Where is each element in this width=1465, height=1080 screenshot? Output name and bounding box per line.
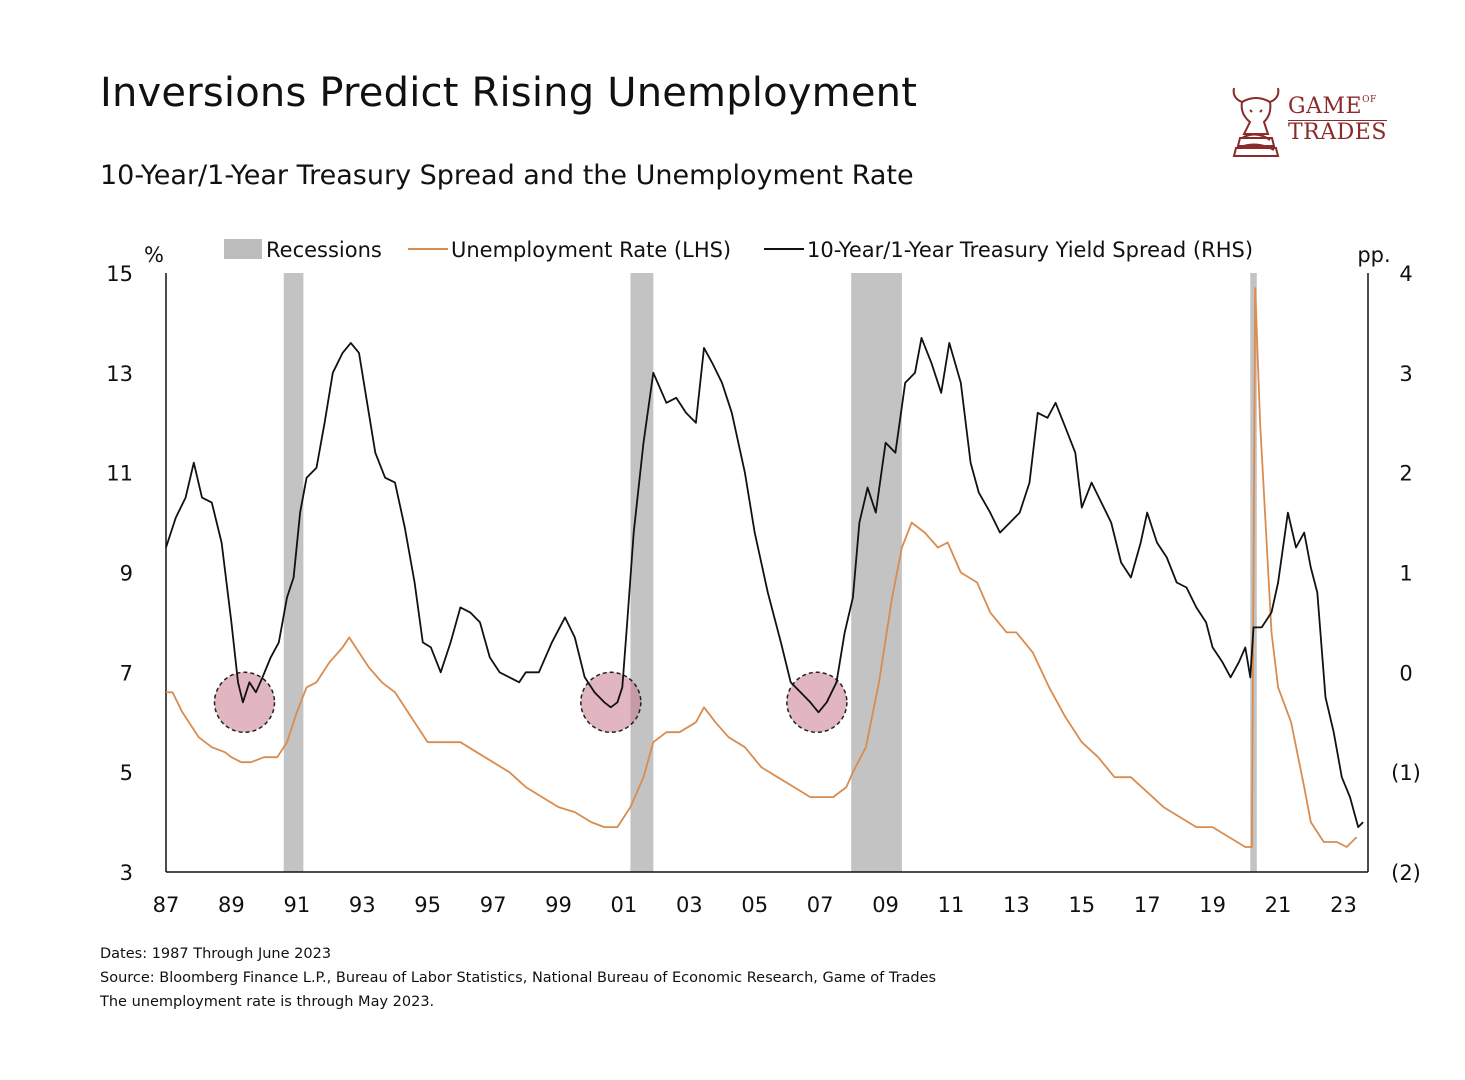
legend: Recessions Unemployment Rate (LHS) 10-Year… [224, 238, 1253, 262]
page-title: Inversions Predict Rising Unemployment [100, 70, 918, 116]
x-tick-label: 91 [283, 893, 310, 917]
y-tick-label-right: 2 [1399, 462, 1412, 486]
inversion-circle-2 [786, 671, 848, 734]
x-tick-label: 99 [545, 893, 572, 917]
y-tick-label-left: 11 [106, 462, 133, 486]
x-tick-label: 19 [1199, 893, 1226, 917]
y-tick-label-right: (2) [1391, 861, 1421, 885]
y-tick-label-right: 1 [1399, 562, 1412, 586]
x-tick-label: 97 [480, 893, 507, 917]
x-tick-label: 21 [1265, 893, 1292, 917]
footnote-source: Source: Bloomberg Finance L.P., Bureau o… [100, 970, 937, 986]
footnotes: Dates: 1987 Through June 2023 Source: Bl… [100, 942, 936, 1014]
y-tick-label-left: 3 [120, 861, 133, 885]
legend-label-recessions: Recessions [266, 238, 382, 262]
x-tick-label: 03 [676, 893, 703, 917]
inversion-circle-0 [213, 671, 276, 734]
x-tick-label: 09 [872, 893, 899, 917]
legend-label-unemployment: Unemployment Rate (LHS) [451, 238, 731, 262]
chart-subtitle: 10-Year/1-Year Treasury Spread and the U… [100, 160, 914, 191]
unemployment-rate-line [166, 287, 1358, 848]
x-tick-label: 89 [218, 893, 245, 917]
recession-band-2 [851, 273, 902, 872]
x-tick-label: 05 [741, 893, 768, 917]
x-tick-label: 11 [938, 893, 965, 917]
x-tick-label: 87 [153, 893, 180, 917]
tick-labels: 87 89 91 93 95 97 99 01 03 05 07 09 11 13 15 17 19 21 2335… [106, 243, 1421, 917]
footnote-dates: Dates: 1987 Through June 2023 [100, 946, 332, 962]
legend-label-spread: 10-Year/1-Year Treasury Yield Spread (RH… [807, 238, 1253, 262]
x-tick-label: 17 [1134, 893, 1161, 917]
x-tick-label: 15 [1068, 893, 1095, 917]
inversion-circle-1 [580, 671, 642, 734]
y-tick-label-left: 5 [120, 761, 133, 785]
y-tick-label-right: 4 [1399, 262, 1412, 286]
recession-bands [283, 273, 1257, 872]
brand-logo: GAMEOF TRADES [1228, 82, 1398, 162]
treasury-spread-line [165, 337, 1364, 828]
legend-swatch-recessions [224, 239, 262, 259]
x-tick-label: 01 [611, 893, 638, 917]
y-tick-label-right: 0 [1399, 661, 1412, 685]
x-tick-label: 23 [1330, 893, 1357, 917]
recession-band-1 [630, 273, 654, 872]
series-lines [165, 287, 1364, 848]
logo-text-game: GAME [1288, 94, 1363, 119]
y-tick-label-left: 13 [106, 362, 133, 386]
bull-chess-knight-icon [1232, 87, 1280, 157]
y-axis-unit-left: % [144, 243, 164, 267]
x-tick-label: 93 [349, 893, 376, 917]
y-axis-unit-right: pp. [1357, 243, 1390, 267]
x-tick-label: 13 [1003, 893, 1030, 917]
y-tick-label-left: 9 [120, 562, 133, 586]
logo-text-of: OF [1362, 95, 1377, 105]
y-tick-label-left: 7 [120, 661, 133, 685]
y-tick-label-right: 3 [1399, 362, 1412, 386]
inversion-highlights [213, 671, 848, 734]
footnote-unemployment: The unemployment rate is through May 202… [100, 994, 435, 1010]
y-tick-label-right: (1) [1391, 761, 1421, 785]
y-tick-label-left: 15 [106, 262, 133, 286]
axes [165, 273, 1369, 873]
logo-text-trades: TRADES [1288, 120, 1387, 145]
x-tick-label: 95 [414, 893, 441, 917]
x-tick-label: 07 [807, 893, 834, 917]
